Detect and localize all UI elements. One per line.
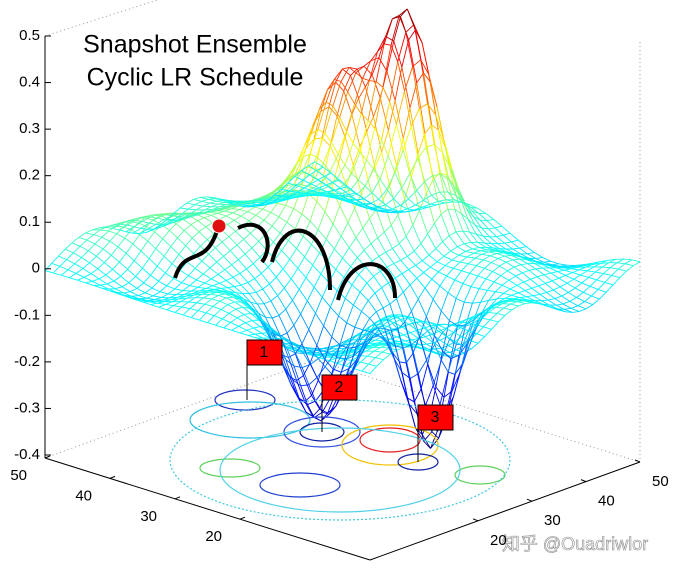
y-tick [109,475,116,479]
x-tick-label: 30 [544,512,561,529]
y-tick-label: 20 [205,528,222,545]
z-tick-label: -0.2 [14,353,40,370]
flag-label: 2 [335,379,344,396]
y-tick [44,455,51,459]
z-tick-label: 0.2 [19,167,40,184]
title: Snapshot Ensemble [83,31,307,59]
z-tick-label: -0.3 [14,399,40,416]
watermark: 知乎 @Ouadriwlor [502,534,648,554]
x-tick-label: 50 [652,473,669,490]
z-tick-label: 0.1 [19,213,40,230]
x-tick [634,459,641,463]
y-tick-label: 30 [140,508,157,525]
surface-mesh [44,8,641,449]
y-tick-label: 50 [10,467,27,484]
contours [169,389,511,521]
z-tick-label: 0 [32,260,40,277]
x-tick [472,518,479,522]
z-tick-label: -0.1 [14,306,40,323]
y-tick-label: 40 [75,487,92,504]
box-grid [44,0,641,463]
y-tick [239,516,246,520]
x-tick-label: 40 [598,493,615,510]
flag-label: 1 [260,344,269,361]
current-point [211,218,227,234]
z-tick-label: 0.3 [19,120,40,137]
arrows [173,222,397,301]
title: Cyclic LR Schedule [87,64,304,92]
z-tick-label: 0.4 [19,74,40,91]
flags [246,339,454,462]
y-tick [174,496,181,500]
x-axis [369,461,641,561]
y-axis [44,457,371,561]
x-tick [526,498,533,502]
z-tick-label: 0.5 [19,27,40,44]
flag-label: 3 [431,409,440,426]
x-tick [580,479,587,483]
z-tick-label: -0.4 [14,446,40,463]
x-tick-label: 20 [490,532,507,549]
